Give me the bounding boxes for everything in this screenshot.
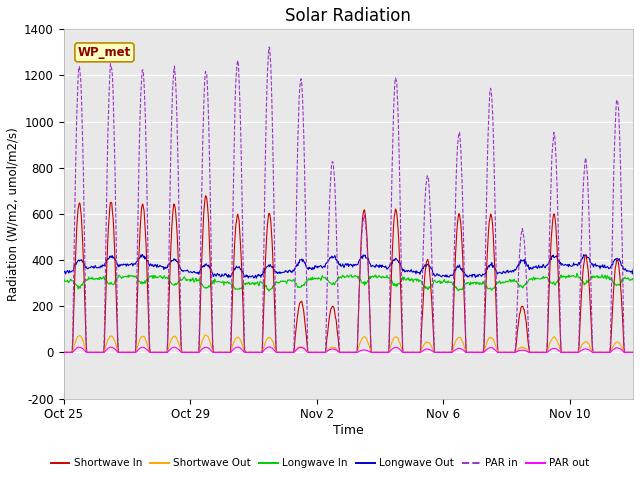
Y-axis label: Radiation (W/m2, umol/m2/s): Radiation (W/m2, umol/m2/s) — [7, 127, 20, 301]
Text: WP_met: WP_met — [78, 46, 131, 59]
X-axis label: Time: Time — [333, 424, 364, 437]
Legend: Shortwave In, Shortwave Out, Longwave In, Longwave Out, PAR in, PAR out: Shortwave In, Shortwave Out, Longwave In… — [47, 454, 593, 472]
Title: Solar Radiation: Solar Radiation — [285, 7, 412, 25]
